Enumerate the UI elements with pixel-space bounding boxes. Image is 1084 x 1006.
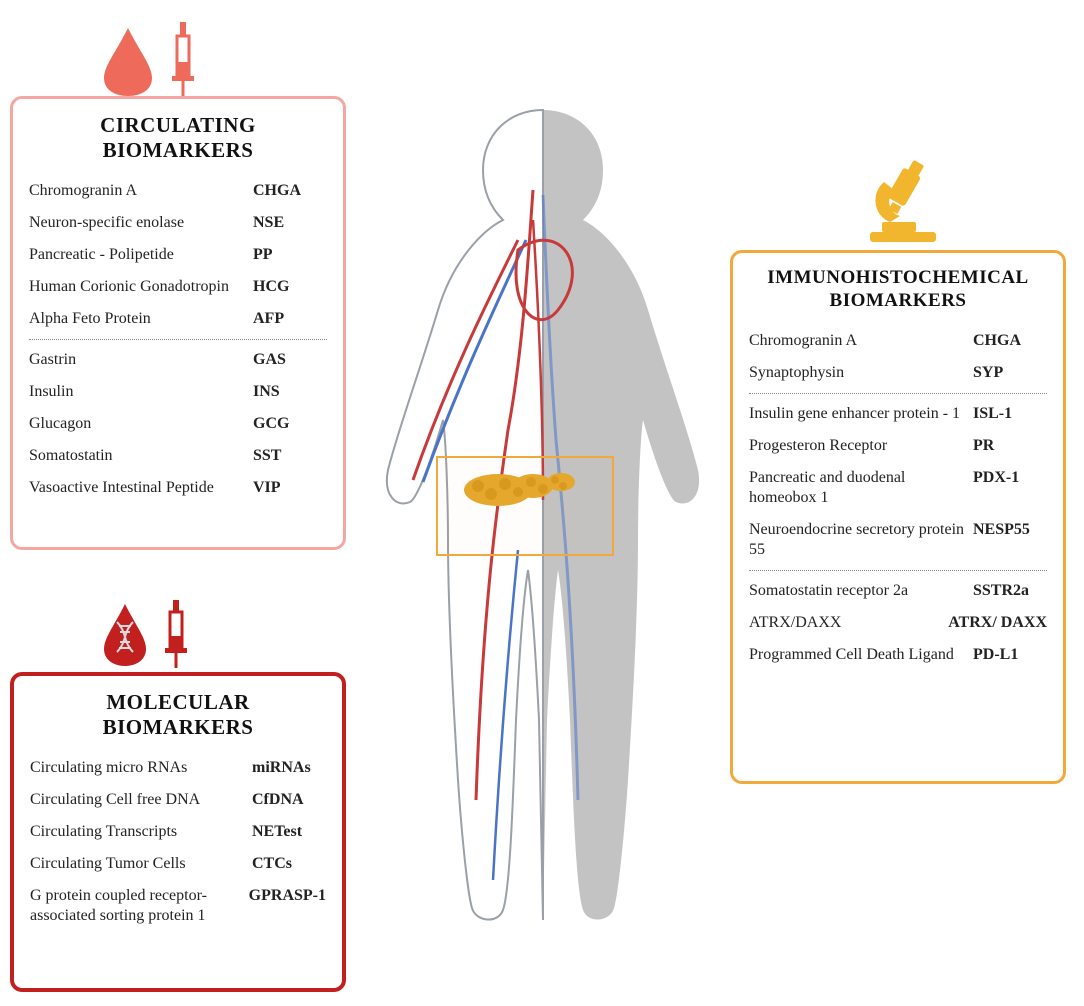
biomarker-row: Human Corionic GonadotropinHCG [29,271,327,303]
biomarker-row: Neuron-specific enolaseNSE [29,207,327,239]
biomarker-name: Circulating Cell free DNA [30,790,252,810]
ihc-title: IMMUNOHISTOCHEMICAL BIOMARKERS [749,267,1047,313]
circulating-title: CIRCULATING BIOMARKERS [29,113,327,163]
biomarker-abbr: GAS [253,350,327,370]
biomarker-row: Circulating Tumor CellsCTCs [30,848,326,880]
biomarker-row: Somatostatin receptor 2aSSTR2a [749,575,1047,607]
biomarker-name: Circulating micro RNAs [30,758,252,778]
biomarker-row: SomatostatinSST [29,440,327,472]
biomarker-row: Circulating Cell free DNACfDNA [30,784,326,816]
biomarker-name: Synaptophysin [749,363,973,383]
biomarker-name: Insulin gene enhancer protein - 1 [749,404,973,424]
biomarker-abbr: NETest [252,822,326,842]
molecular-icons [100,600,190,668]
biomarker-abbr: CTCs [252,854,326,874]
divider [29,339,327,340]
biomarker-abbr: GPRASP-1 [249,886,326,906]
divider [749,570,1047,571]
biomarker-name: Chromogranin A [749,331,973,351]
biomarker-abbr: SST [253,446,327,466]
biomarker-name: Vasoactive Intestinal Peptide [29,478,253,498]
syringe-icon [162,600,190,668]
ihc-icon [860,160,946,251]
biomarker-row: GlucagonGCG [29,408,327,440]
biomarker-abbr: VIP [253,478,327,498]
biomarker-abbr: SSTR2a [973,581,1047,601]
biomarker-name: Pancreatic and duodenal homeobox 1 [749,468,973,508]
biomarker-row: G protein coupled receptor-associated so… [30,880,326,932]
biomarker-name: Gastrin [29,350,253,370]
biomarker-abbr: PD-L1 [973,645,1047,665]
biomarker-row: Pancreatic and duodenal homeobox 1PDX-1 [749,462,1047,514]
biomarker-abbr: PP [253,245,327,265]
biomarker-name: Programmed Cell Death Ligand [749,645,973,665]
biomarker-name: Neuroendocrine secretory protein 55 [749,520,973,560]
biomarker-abbr: GCG [253,414,327,434]
ihc-group-1: Chromogranin ACHGASynaptophysinSYP [749,325,1047,389]
biomarker-abbr: NESP55 [973,520,1047,540]
biomarker-name: Alpha Feto Protein [29,309,253,329]
biomarker-abbr: ISL-1 [973,404,1047,424]
biomarker-row: Circulating micro RNAsmiRNAs [30,752,326,784]
circulating-group-2: GastrinGASInsulinINSGlucagonGCGSomatosta… [29,344,327,504]
biomarker-abbr: INS [253,382,327,402]
biomarker-abbr: CHGA [973,331,1047,351]
circulating-icons [100,22,198,96]
biomarker-row: Pancreatic - PolipetidePP [29,239,327,271]
biomarker-abbr: PDX-1 [973,468,1047,488]
biomarker-abbr: AFP [253,309,327,329]
circulating-biomarkers-panel: CIRCULATING BIOMARKERS Chromogranin ACHG… [10,96,346,550]
biomarker-row: Circulating TranscriptsNETest [30,816,326,848]
biomarker-row: GastrinGAS [29,344,327,376]
biomarker-row: Chromogranin ACHGA [29,175,327,207]
biomarker-abbr: miRNAs [252,758,326,778]
syringe-icon [168,22,198,96]
biomarker-row: Neuroendocrine secretory protein 55NESP5… [749,514,1047,566]
molecular-title: MOLECULAR BIOMARKERS [30,690,326,740]
biomarker-abbr: CfDNA [252,790,326,810]
ihc-group-3: Somatostatin receptor 2aSSTR2aATRX/DAXXA… [749,575,1047,671]
blood-drop-dna-icon [100,602,150,668]
ihc-biomarkers-panel: IMMUNOHISTOCHEMICAL BIOMARKERS Chromogra… [730,250,1066,784]
biomarker-name: Glucagon [29,414,253,434]
pancreas-highlight-box [436,456,614,556]
biomarker-row: Vasoactive Intestinal PeptideVIP [29,472,327,504]
ihc-group-2: Insulin gene enhancer protein - 1ISL-1Pr… [749,398,1047,566]
biomarker-row: Alpha Feto ProteinAFP [29,303,327,335]
biomarker-row: SynaptophysinSYP [749,357,1047,389]
biomarker-name: Human Corionic Gonadotropin [29,277,253,297]
biomarker-name: Neuron-specific enolase [29,213,253,233]
biomarker-name: G protein coupled receptor-associated so… [30,886,249,926]
molecular-items: Circulating micro RNAsmiRNAsCirculating … [30,752,326,932]
biomarker-abbr: HCG [253,277,327,297]
biomarker-row: Programmed Cell Death LigandPD-L1 [749,639,1047,671]
microscope-icon [860,160,946,246]
biomarker-abbr: CHGA [253,181,327,201]
biomarker-row: Chromogranin ACHGA [749,325,1047,357]
circulating-group-1: Chromogranin ACHGANeuron-specific enolas… [29,175,327,335]
biomarker-name: Insulin [29,382,253,402]
biomarker-name: Progesteron Receptor [749,436,973,456]
title-line1: CIRCULATING BIOMARKERS [100,113,256,162]
biomarker-row: Insulin gene enhancer protein - 1ISL-1 [749,398,1047,430]
biomarker-row: ATRX/DAXXATRX/ DAXX [749,607,1047,639]
divider [749,393,1047,394]
biomarker-name: ATRX/DAXX [749,613,948,633]
biomarker-abbr: PR [973,436,1047,456]
biomarker-row: Progesteron ReceptorPR [749,430,1047,462]
biomarker-name: Circulating Transcripts [30,822,252,842]
biomarker-name: Chromogranin A [29,181,253,201]
biomarker-abbr: ATRX/ DAXX [948,613,1047,633]
biomarker-name: Circulating Tumor Cells [30,854,252,874]
biomarker-name: Somatostatin receptor 2a [749,581,973,601]
molecular-biomarkers-panel: MOLECULAR BIOMARKERS Circulating micro R… [10,672,346,992]
biomarker-row: InsulinINS [29,376,327,408]
biomarker-name: Somatostatin [29,446,253,466]
biomarker-name: Pancreatic - Polipetide [29,245,253,265]
blood-drop-icon [100,26,156,96]
biomarker-abbr: SYP [973,363,1047,383]
biomarker-abbr: NSE [253,213,327,233]
